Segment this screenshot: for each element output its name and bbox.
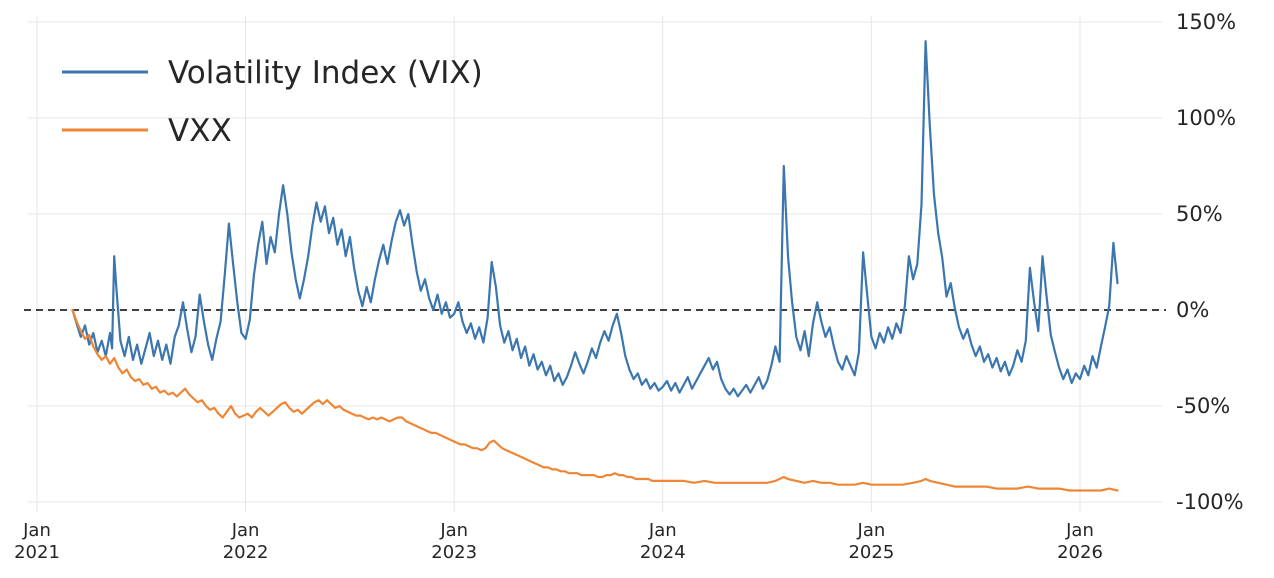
y-tick-label: 50% bbox=[1176, 202, 1223, 226]
x-tick-year-label: 2025 bbox=[848, 542, 894, 563]
x-tick-month-label: Jan bbox=[231, 520, 260, 541]
series-lines bbox=[71, 40, 1119, 492]
x-tick-month-label: Jan bbox=[857, 520, 886, 541]
line-vix bbox=[71, 40, 1119, 398]
x-axis-tick-labels: Jan2021Jan2022Jan2023Jan2024Jan2025Jan20… bbox=[14, 520, 1103, 563]
legend-label-vxx: VXX bbox=[168, 113, 232, 149]
x-tick-year-label: 2026 bbox=[1057, 542, 1103, 563]
x-tick-month-label: Jan bbox=[648, 520, 677, 541]
x-tick-year-label: 2023 bbox=[431, 542, 477, 563]
y-tick-label: 150% bbox=[1176, 10, 1236, 34]
y-tick-label: 0% bbox=[1176, 298, 1209, 322]
x-tick-month-label: Jan bbox=[439, 520, 468, 541]
y-axis-tick-labels: 150% 100% 50% 0% -50% -100% bbox=[1176, 10, 1244, 514]
line-vxx bbox=[71, 308, 1119, 492]
x-tick-year-label: 2024 bbox=[640, 542, 686, 563]
x-tick-year-label: 2022 bbox=[223, 542, 269, 563]
x-tick-month-label: Jan bbox=[22, 520, 51, 541]
y-tick-label: -100% bbox=[1176, 490, 1244, 514]
x-tick-month-label: Jan bbox=[1065, 520, 1094, 541]
legend-label-vix: Volatility Index (VIX) bbox=[168, 55, 483, 91]
y-tick-label: -50% bbox=[1176, 394, 1230, 418]
x-tick-year-label: 2021 bbox=[14, 542, 60, 563]
legend: Volatility Index (VIX) VXX bbox=[62, 55, 483, 149]
y-tick-label: 100% bbox=[1176, 106, 1236, 130]
